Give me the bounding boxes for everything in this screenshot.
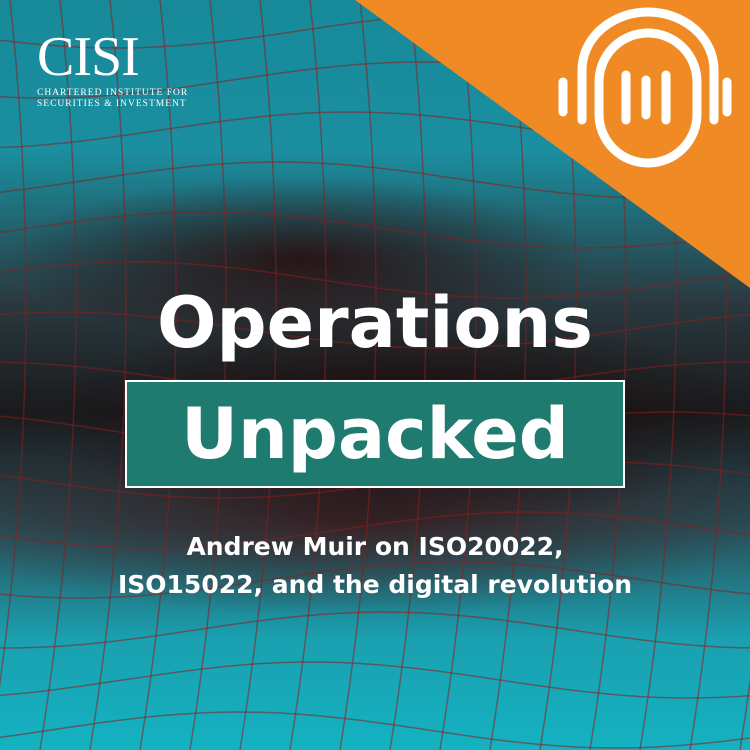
logo-wordmark: CISI	[37, 26, 140, 88]
logo-subtitle-line2: SECURITIES & INVESTMENT	[37, 99, 187, 109]
subtitle-line1: Andrew Muir on ISO20022,	[186, 532, 564, 561]
title-line1: Operations	[157, 282, 593, 364]
title-line2-box: Unpacked	[125, 380, 625, 488]
headphones-soundwave-icon	[558, 7, 732, 168]
episode-subtitle: Andrew Muir on ISO20022, ISO15022, and t…	[0, 528, 750, 604]
logo-subtitle-line1: CHARTERED INSTITUTE FOR	[37, 88, 189, 98]
cisi-logo: CISI CHARTERED INSTITUTE FOR SECURITIES …	[37, 26, 188, 110]
subtitle-line2: ISO15022, and the digital revolution	[117, 570, 633, 599]
logo-subtitle: CHARTERED INSTITUTE FOR SECURITIES & INV…	[37, 88, 188, 110]
